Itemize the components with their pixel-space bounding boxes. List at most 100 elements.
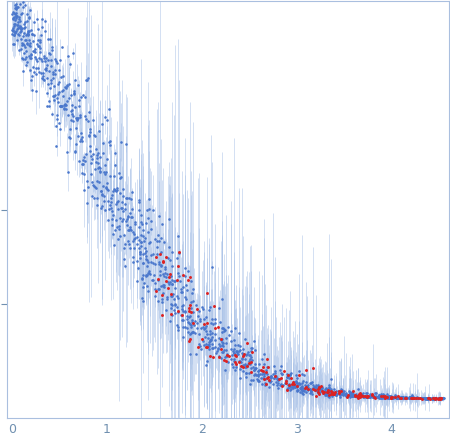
Point — [220, 356, 227, 363]
Point — [56, 126, 63, 133]
Point — [403, 395, 410, 402]
Point — [411, 394, 418, 401]
Point — [249, 357, 256, 364]
Point — [84, 184, 91, 191]
Point — [320, 390, 328, 397]
Point — [386, 395, 393, 402]
Point — [274, 377, 282, 384]
Point — [284, 374, 291, 381]
Point — [112, 149, 119, 156]
Point — [356, 393, 364, 400]
Point — [269, 371, 276, 378]
Point — [38, 55, 45, 62]
Point — [293, 383, 300, 390]
Point — [161, 239, 168, 246]
Point — [170, 278, 177, 285]
Point — [178, 312, 185, 319]
Point — [189, 329, 196, 336]
Point — [335, 389, 342, 396]
Point — [267, 375, 274, 382]
Point — [119, 207, 126, 214]
Point — [200, 323, 207, 330]
Point — [152, 286, 159, 293]
Point — [378, 393, 385, 400]
Point — [240, 367, 247, 374]
Point — [408, 395, 415, 402]
Point — [68, 91, 75, 98]
Point — [208, 330, 215, 337]
Point — [165, 255, 172, 262]
Point — [305, 386, 312, 393]
Point — [271, 374, 278, 381]
Point — [348, 392, 356, 399]
Point — [11, 2, 18, 9]
Point — [140, 227, 147, 234]
Point — [292, 383, 299, 390]
Point — [72, 141, 80, 148]
Point — [174, 292, 181, 299]
Point — [312, 387, 319, 394]
Point — [243, 373, 250, 380]
Point — [390, 393, 397, 400]
Point — [292, 378, 299, 385]
Point — [9, 28, 17, 35]
Point — [225, 332, 233, 339]
Point — [161, 272, 168, 279]
Point — [212, 349, 220, 356]
Point — [45, 81, 52, 88]
Point — [309, 391, 316, 398]
Point — [163, 293, 171, 300]
Point — [43, 74, 50, 81]
Point — [399, 393, 406, 400]
Point — [174, 321, 181, 328]
Point — [309, 364, 316, 371]
Point — [271, 368, 279, 375]
Point — [376, 391, 383, 398]
Point — [360, 393, 367, 400]
Point — [288, 383, 296, 390]
Point — [358, 392, 365, 399]
Point — [238, 354, 245, 361]
Point — [232, 364, 239, 371]
Point — [189, 316, 196, 323]
Point — [341, 388, 348, 395]
Point — [94, 155, 101, 162]
Point — [235, 348, 242, 355]
Point — [233, 349, 240, 356]
Point — [185, 328, 192, 335]
Point — [201, 316, 208, 323]
Point — [255, 361, 262, 368]
Point — [225, 324, 232, 331]
Point — [18, 10, 26, 17]
Point — [12, 28, 19, 35]
Point — [261, 370, 268, 377]
Point — [195, 343, 202, 350]
Point — [237, 347, 244, 354]
Point — [178, 316, 185, 323]
Point — [247, 356, 254, 363]
Point — [293, 378, 300, 385]
Point — [261, 372, 268, 379]
Point — [431, 395, 438, 402]
Point — [288, 385, 295, 392]
Point — [362, 392, 369, 399]
Point — [188, 299, 195, 306]
Point — [324, 392, 331, 399]
Point — [306, 385, 314, 392]
Point — [313, 384, 320, 391]
Point — [248, 349, 255, 356]
Point — [382, 394, 390, 401]
Point — [384, 394, 391, 401]
Point — [160, 282, 167, 289]
Point — [36, 45, 44, 52]
Point — [189, 309, 196, 316]
Point — [171, 295, 178, 302]
Point — [135, 223, 142, 230]
Point — [20, 41, 27, 48]
Point — [369, 390, 376, 397]
Point — [146, 238, 153, 245]
Point — [384, 393, 391, 400]
Point — [15, 47, 22, 54]
Point — [20, 50, 27, 57]
Point — [238, 356, 246, 363]
